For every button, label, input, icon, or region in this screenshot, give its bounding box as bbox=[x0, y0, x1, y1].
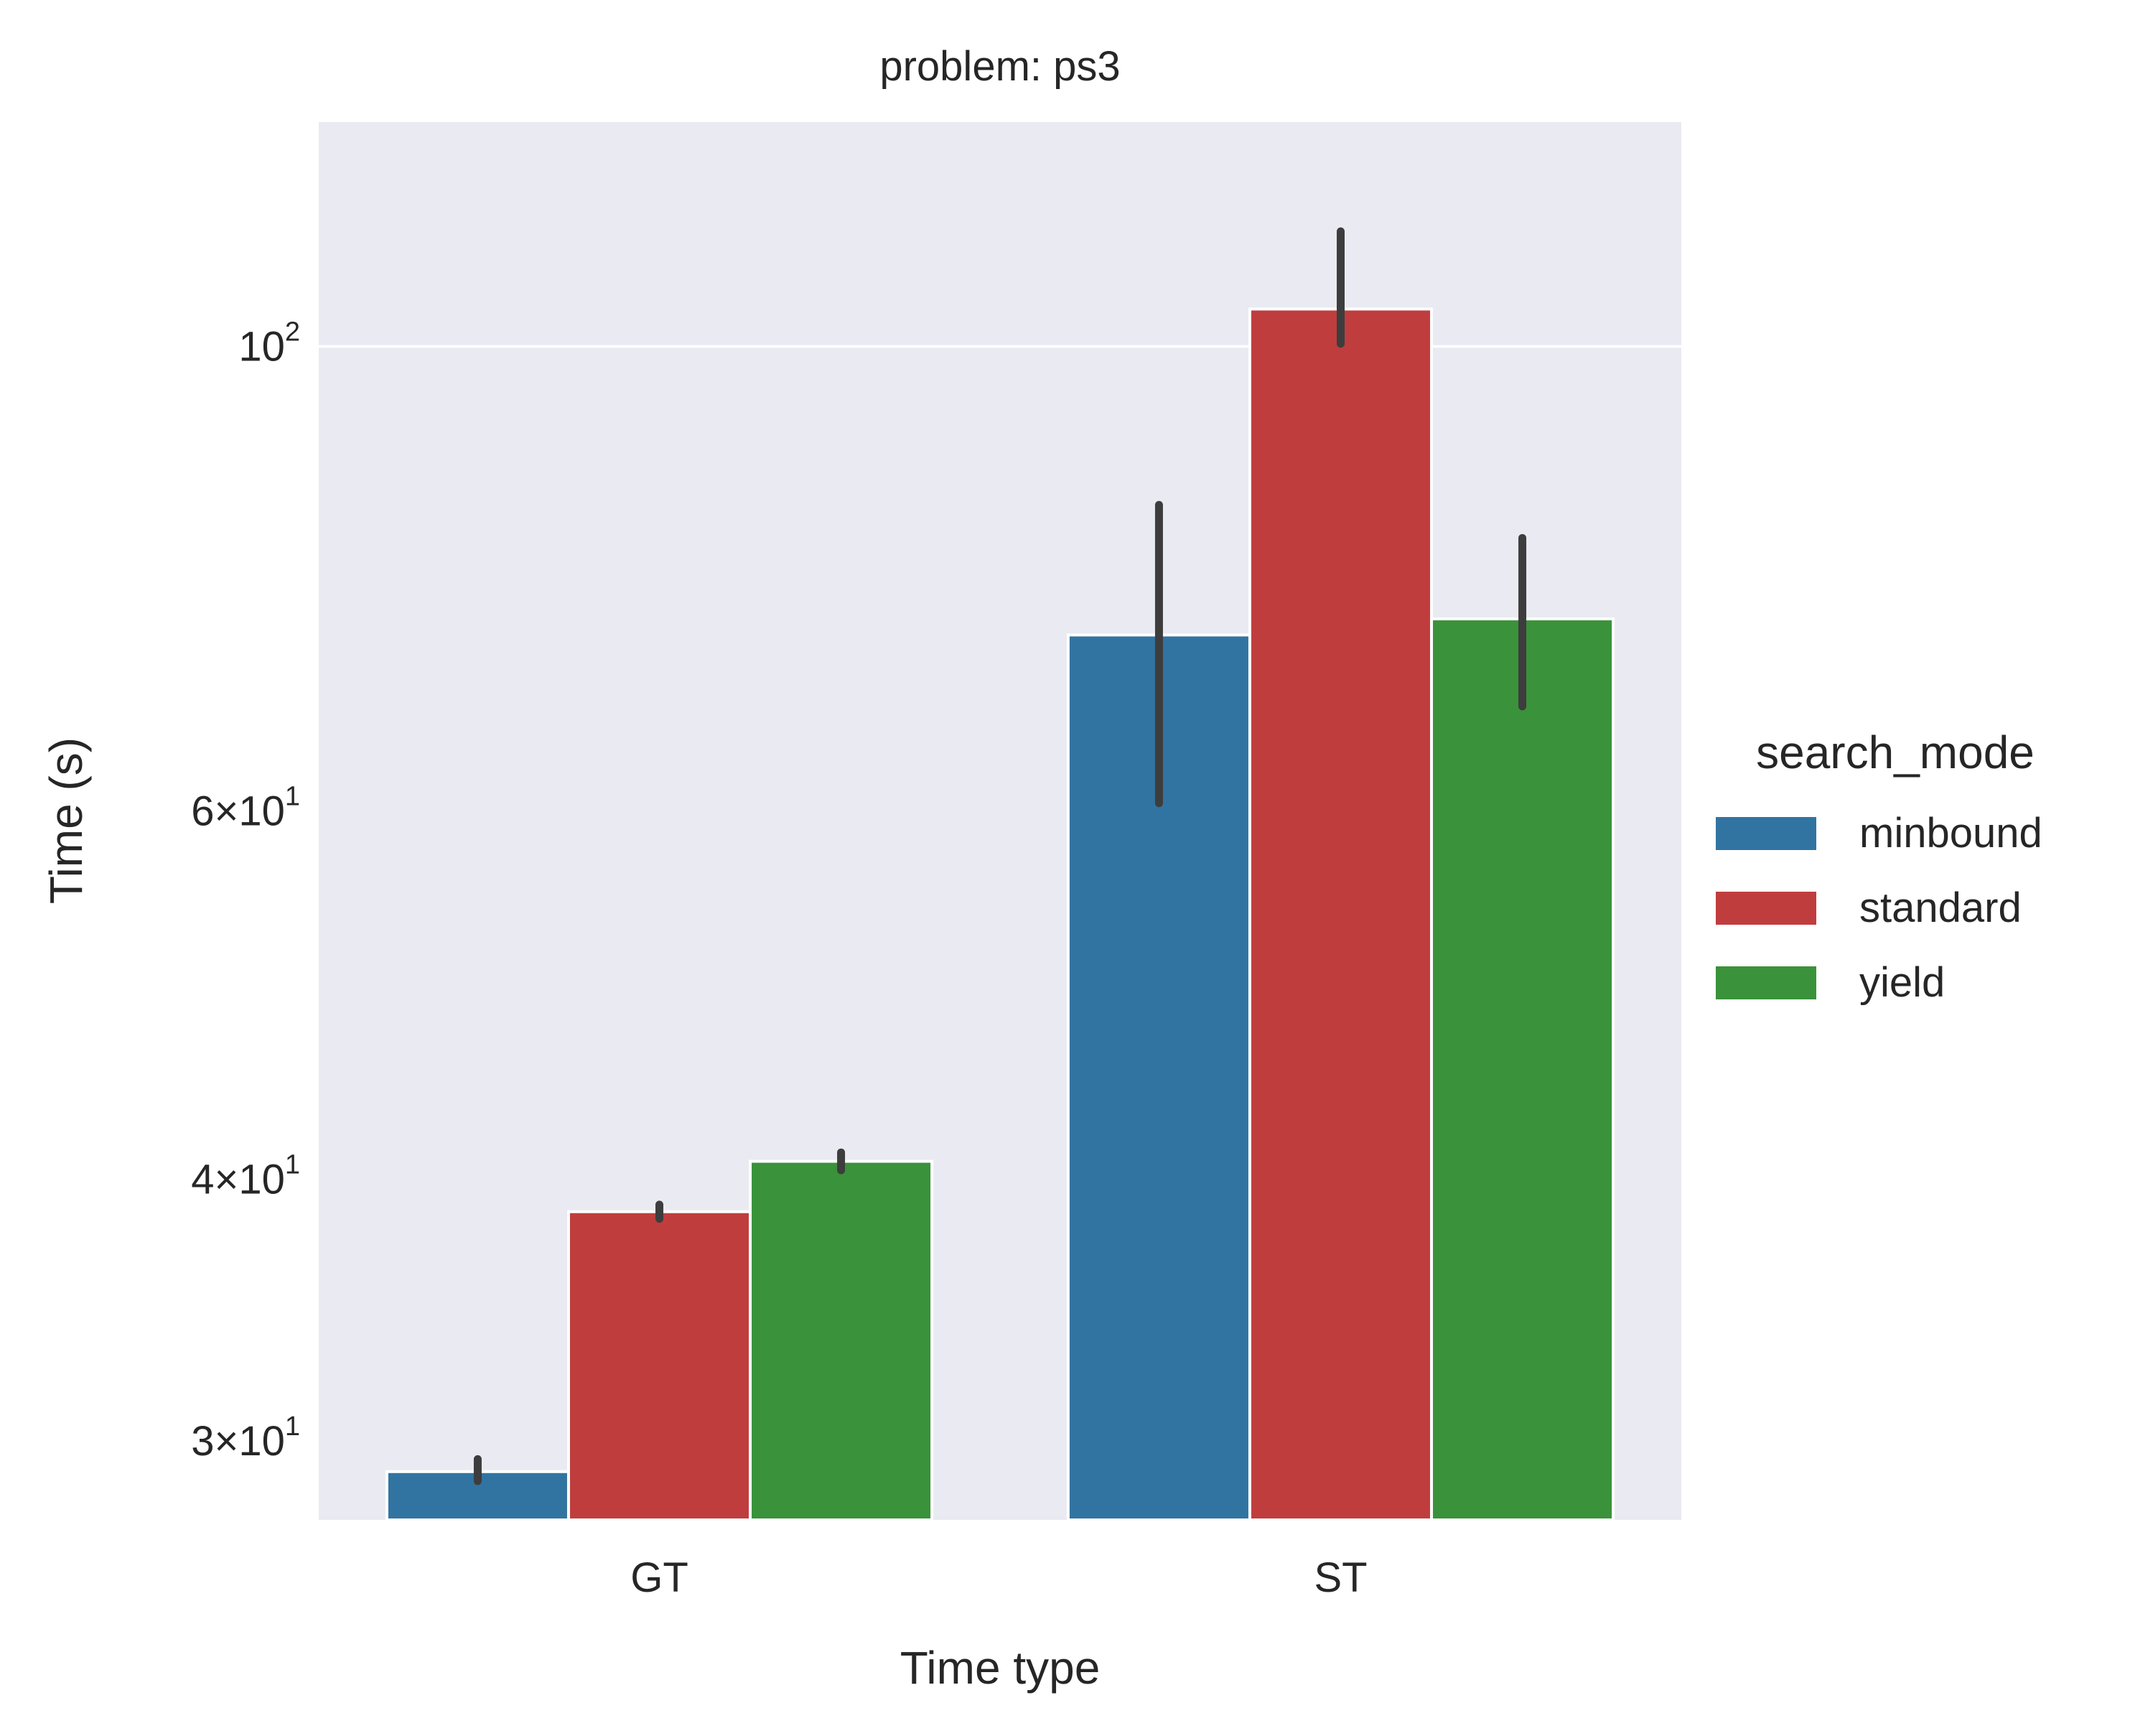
x-tick-label: ST bbox=[1314, 1554, 1367, 1601]
legend-swatch-standard bbox=[1716, 892, 1816, 925]
error-bars bbox=[473, 227, 1527, 1485]
bar-gt-yield bbox=[749, 1159, 934, 1521]
x-tick-labels: GT ST bbox=[630, 1554, 1367, 1601]
bars bbox=[385, 307, 1615, 1522]
y-tick-label: 102 bbox=[238, 317, 300, 370]
legend: search_mode minbound standard yield bbox=[1716, 727, 2042, 1006]
y-tick-label: 6×101 bbox=[191, 781, 300, 834]
bar-gt-standard bbox=[566, 1210, 752, 1521]
legend-title: search_mode bbox=[1756, 727, 2035, 778]
legend-label-minbound: minbound bbox=[1859, 810, 2042, 857]
chart-title: problem: ps3 bbox=[879, 43, 1120, 90]
y-tick-label: 4×101 bbox=[191, 1150, 300, 1203]
legend-label-standard: standard bbox=[1859, 885, 2022, 931]
y-tick-labels: 3×101 4×101 6×101 102 bbox=[191, 317, 300, 1465]
y-tick-label: 3×101 bbox=[191, 1411, 300, 1465]
y-axis-label: Time (s) bbox=[40, 737, 92, 904]
x-tick-label: GT bbox=[630, 1554, 688, 1601]
legend-swatch-yield bbox=[1716, 966, 1816, 999]
bar-st-standard bbox=[1248, 307, 1434, 1522]
legend-label-yield: yield bbox=[1859, 959, 1945, 1006]
legend-swatch-minbound bbox=[1716, 817, 1816, 850]
bar-st-yield bbox=[1430, 617, 1615, 1522]
x-axis-label: Time type bbox=[900, 1642, 1101, 1694]
